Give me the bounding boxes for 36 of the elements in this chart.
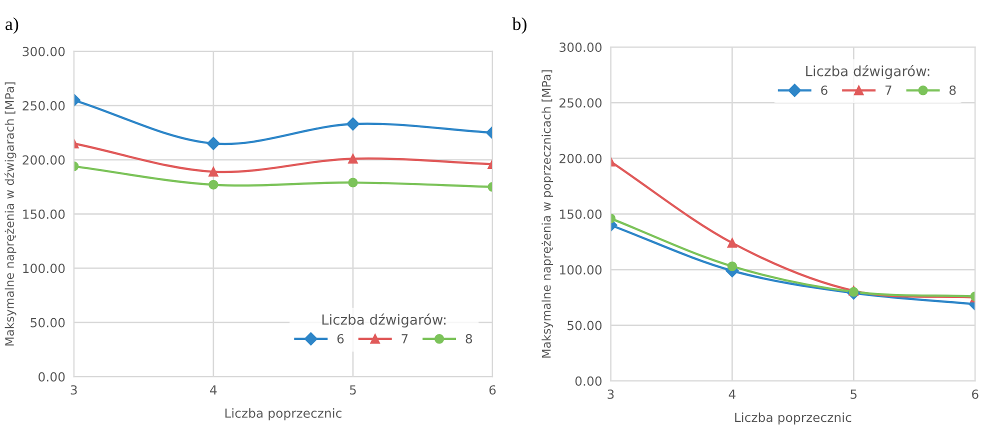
x-axis-title: Liczba poprzecznic: [735, 412, 852, 425]
y-tick-label: 200.00: [560, 154, 602, 164]
x-tick-label: 4: [728, 390, 736, 399]
y-tick-label: 250.00: [560, 98, 602, 108]
x-tick-label: 5: [350, 385, 356, 395]
legend-label: 6: [821, 85, 828, 95]
text: b): [512, 17, 526, 34]
legend-title: Liczba dźwigarów:: [322, 314, 446, 328]
y-tick-label: 100.00: [23, 264, 65, 274]
legend-label: 7: [402, 334, 408, 344]
y-tick-label: 250.00: [22, 101, 65, 110]
y-tick-label: 0.00: [38, 372, 65, 382]
x-tick-label: 4: [210, 385, 217, 394]
legend-title: Liczba dźwigarów:: [806, 65, 930, 80]
y-tick-label: 300.00: [22, 46, 65, 56]
legend-label: 8: [466, 334, 472, 344]
legend-label: 7: [885, 86, 892, 95]
legend-label: 8: [950, 85, 956, 95]
y-tick-label: 150.00: [560, 209, 602, 219]
y-tick-label: 50.00: [30, 318, 65, 328]
y-tick-label: 200.00: [22, 155, 65, 165]
y-tick-label: 300.00: [560, 42, 602, 52]
x-tick-label: 5: [850, 390, 857, 399]
x-tick-label: 3: [70, 385, 77, 395]
x-axis-title: Liczba poprzecznic: [225, 408, 342, 420]
x-tick-label: 6: [972, 389, 978, 399]
legend-label: 6: [337, 334, 344, 344]
y-axis-title: Maksymalne naprężenia w poprzecznicach [MPa]: [542, 70, 554, 358]
y-tick-label: 0.00: [575, 376, 602, 386]
y-tick-label: 50.00: [568, 320, 602, 330]
y-tick-label: 150.00: [23, 209, 65, 219]
x-tick-label: 3: [608, 389, 614, 399]
y-axis-title: Maksymalne naprężenia w dźwigarach [MPa]: [4, 82, 16, 346]
x-tick-label: 6: [489, 385, 496, 395]
text: a): [6, 17, 18, 34]
y-tick-label: 100.00: [560, 265, 602, 275]
